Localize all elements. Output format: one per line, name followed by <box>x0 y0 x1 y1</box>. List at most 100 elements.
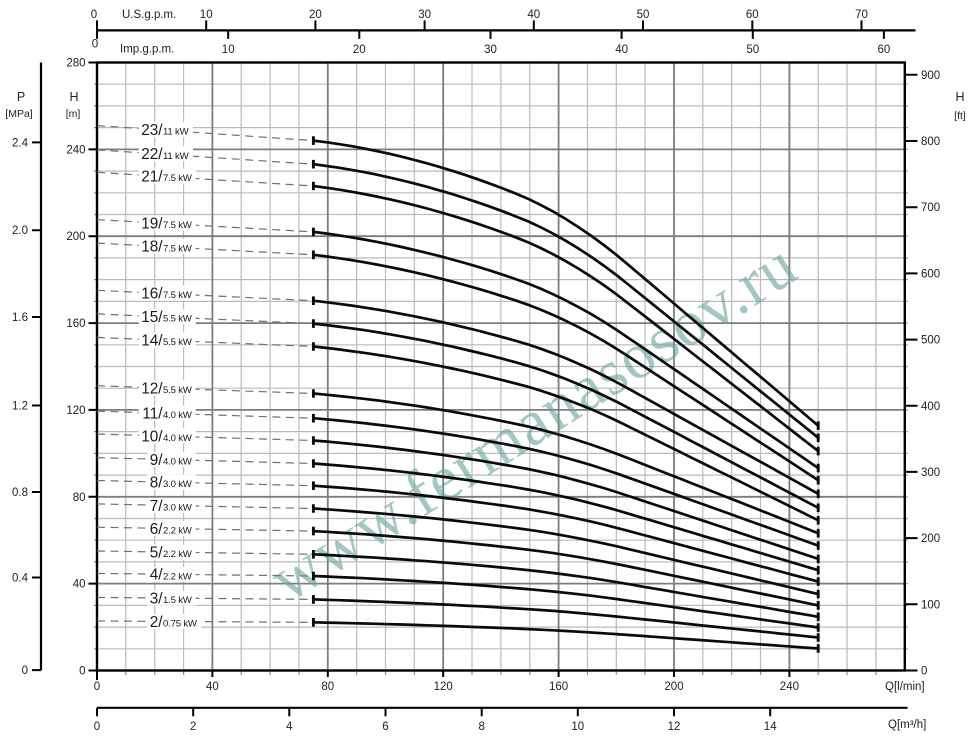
svg-text:0: 0 <box>79 666 85 678</box>
svg-text:[ft]: [ft] <box>954 110 966 122</box>
svg-text:10: 10 <box>222 44 235 56</box>
svg-text:500: 500 <box>921 335 940 347</box>
svg-text:5.5 kW: 5.5 kW <box>163 337 193 348</box>
svg-text:40: 40 <box>206 681 219 693</box>
svg-text:12/: 12/ <box>141 380 163 397</box>
svg-text:200: 200 <box>66 231 85 243</box>
svg-text:0: 0 <box>92 39 98 51</box>
svg-text:40: 40 <box>615 44 628 56</box>
svg-text:20: 20 <box>353 44 366 56</box>
svg-text:10/: 10/ <box>141 428 163 445</box>
svg-text:7/: 7/ <box>150 498 164 515</box>
svg-text:[MPa]: [MPa] <box>5 108 33 120</box>
svg-text:30: 30 <box>484 44 497 56</box>
svg-text:22/: 22/ <box>141 146 163 163</box>
svg-text:12: 12 <box>668 721 681 733</box>
svg-text:0: 0 <box>921 666 927 678</box>
svg-text:3.0 kW: 3.0 kW <box>163 502 193 513</box>
svg-text:3.0 kW: 3.0 kW <box>163 479 193 490</box>
svg-text:P: P <box>17 90 25 104</box>
svg-text:2/: 2/ <box>150 614 164 631</box>
svg-text:2: 2 <box>190 721 196 733</box>
svg-text:H: H <box>955 90 964 104</box>
svg-text:70: 70 <box>855 9 868 21</box>
svg-text:6/: 6/ <box>150 521 164 538</box>
svg-text:0: 0 <box>94 681 100 693</box>
svg-text:300: 300 <box>921 467 940 479</box>
svg-text:40: 40 <box>73 579 86 591</box>
svg-text:7.5 kW: 7.5 kW <box>163 220 193 231</box>
svg-text:H: H <box>69 90 78 104</box>
svg-text:0: 0 <box>91 9 97 21</box>
svg-text:120: 120 <box>434 681 453 693</box>
svg-text:200: 200 <box>921 533 940 545</box>
svg-text:U.S.g.p.m.: U.S.g.p.m. <box>122 9 176 21</box>
svg-text:700: 700 <box>921 202 940 214</box>
svg-text:400: 400 <box>921 401 940 413</box>
svg-text:18/: 18/ <box>141 239 163 256</box>
svg-text:16/: 16/ <box>141 286 163 303</box>
svg-text:100: 100 <box>921 599 940 611</box>
svg-text:10: 10 <box>571 721 584 733</box>
svg-text:11 kW: 11 kW <box>163 151 190 162</box>
svg-text:160: 160 <box>66 318 85 330</box>
svg-text:0: 0 <box>94 721 100 733</box>
svg-text:160: 160 <box>549 681 568 693</box>
svg-text:600: 600 <box>921 268 940 280</box>
svg-text:1.2: 1.2 <box>12 401 28 413</box>
svg-text:2.2 kW: 2.2 kW <box>163 571 193 582</box>
svg-text:0.75 kW: 0.75 kW <box>163 619 198 630</box>
svg-text:5.5 kW: 5.5 kW <box>163 314 193 325</box>
svg-text:80: 80 <box>73 492 86 504</box>
svg-text:23/: 23/ <box>141 122 163 139</box>
svg-text:0.8: 0.8 <box>12 487 28 499</box>
svg-text:[m]: [m] <box>66 108 81 120</box>
svg-text:14: 14 <box>764 721 777 733</box>
svg-text:60: 60 <box>878 44 891 56</box>
svg-text:6: 6 <box>382 721 388 733</box>
svg-text:Q[l/min]: Q[l/min] <box>885 681 925 693</box>
svg-text:240: 240 <box>66 144 85 156</box>
svg-text:21/: 21/ <box>141 169 163 186</box>
svg-text:7.5 kW: 7.5 kW <box>163 173 193 184</box>
svg-text:8: 8 <box>478 721 484 733</box>
svg-text:1.5 kW: 1.5 kW <box>163 595 193 606</box>
svg-text:120: 120 <box>66 405 85 417</box>
svg-text:2.0: 2.0 <box>12 225 28 237</box>
svg-text:15/: 15/ <box>141 309 163 326</box>
svg-text:60: 60 <box>746 9 759 21</box>
svg-text:30: 30 <box>418 9 431 21</box>
svg-text:20: 20 <box>309 9 322 21</box>
svg-text:5.5 kW: 5.5 kW <box>163 385 193 396</box>
svg-text:4/: 4/ <box>150 567 164 584</box>
svg-text:9/: 9/ <box>150 452 164 469</box>
svg-text:19/: 19/ <box>141 215 163 232</box>
svg-text:4.0 kW: 4.0 kW <box>163 410 193 421</box>
svg-text:11/: 11/ <box>142 406 163 423</box>
svg-text:40: 40 <box>527 9 540 21</box>
svg-text:Q[m³/h]: Q[m³/h] <box>888 719 926 731</box>
svg-text:80: 80 <box>321 681 334 693</box>
svg-text:0.4: 0.4 <box>12 573 29 585</box>
svg-text:200: 200 <box>664 681 683 693</box>
svg-text:280: 280 <box>66 58 85 70</box>
svg-text:2.2 kW: 2.2 kW <box>163 526 193 537</box>
svg-text:50: 50 <box>746 44 759 56</box>
svg-text:2.4: 2.4 <box>12 137 29 149</box>
svg-text:50: 50 <box>637 9 650 21</box>
svg-text:7.5 kW: 7.5 kW <box>163 243 193 254</box>
svg-text:2.2 kW: 2.2 kW <box>163 549 193 560</box>
svg-text:240: 240 <box>780 681 799 693</box>
svg-text:4.0 kW: 4.0 kW <box>163 456 193 467</box>
svg-text:Imp.g.p.m.: Imp.g.p.m. <box>120 44 174 56</box>
svg-text:10: 10 <box>200 9 213 21</box>
svg-text:14/: 14/ <box>141 332 163 349</box>
svg-text:4: 4 <box>286 721 293 733</box>
svg-text:4.0 kW: 4.0 kW <box>163 433 193 444</box>
svg-text:11 kW: 11 kW <box>163 127 190 138</box>
svg-text:900: 900 <box>921 70 940 82</box>
svg-text:8/: 8/ <box>150 475 164 492</box>
svg-text:3/: 3/ <box>150 591 164 608</box>
svg-text:0: 0 <box>22 665 28 677</box>
svg-text:1.6: 1.6 <box>12 312 28 324</box>
